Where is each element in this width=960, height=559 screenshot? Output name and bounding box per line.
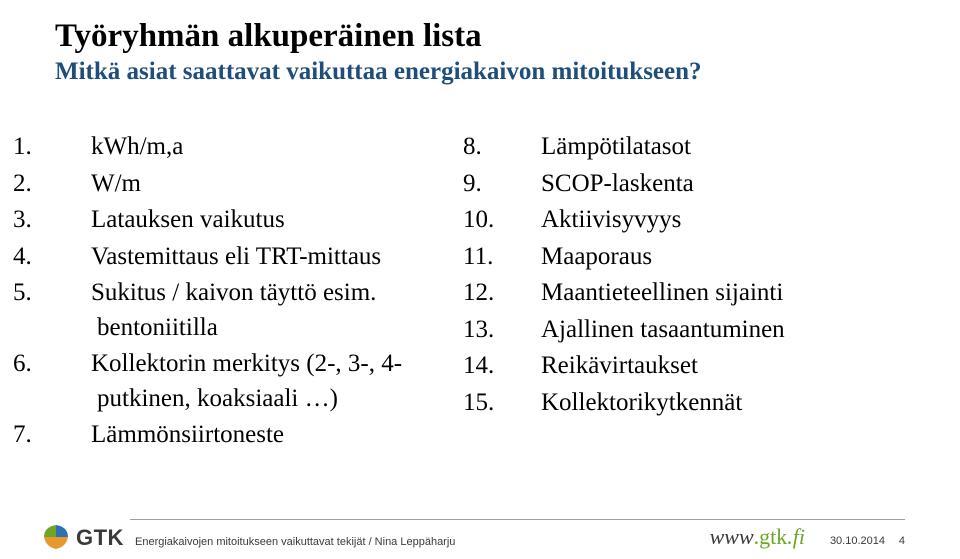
slide-subtitle: Mitkä asiat saattavat vaikuttaa energiak…: [55, 58, 702, 86]
list-text: Sukitus / kaivon täyttö esim. bentoniiti…: [91, 279, 376, 341]
footer-site: www.gtk.fi: [710, 524, 805, 550]
list-item: 1.kWh/m,a: [55, 130, 475, 165]
list-text: Kollektorin merkitys (2-, 3-, 4-putkinen…: [91, 350, 402, 412]
list-item: 2.W/m: [55, 167, 475, 202]
list-num: 6.: [55, 347, 91, 382]
list-num: 9.: [505, 167, 541, 202]
gtk-logo: GTK: [42, 523, 124, 551]
list-item: 3.Latauksen vaikutus: [55, 203, 475, 238]
list-item: 12.Maantieteellinen sijainti: [505, 276, 925, 311]
list-num: 7.: [55, 418, 91, 453]
list-text: Lämpötilatasot: [541, 133, 691, 160]
list-text: Ajallinen tasaantuminen: [541, 316, 785, 343]
list-num: 2.: [55, 167, 91, 202]
right-list: 8.Lämpötilatasot 9.SCOP-laskenta 10.Akti…: [505, 130, 925, 420]
list-text: Reikävirtaukset: [541, 352, 698, 379]
slide-title: Työryhmän alkuperäinen lista: [55, 18, 482, 55]
list-text: Lämmönsiirtoneste: [91, 421, 284, 448]
footer: GTK Energiakaivojen mitoitukseen vaikutt…: [0, 519, 960, 559]
list-item: 6.Kollektorin merkitys (2-, 3-, 4-putkin…: [55, 347, 475, 416]
right-column: 8.Lämpötilatasot 9.SCOP-laskenta 10.Akti…: [505, 130, 925, 422]
list-num: 4.: [55, 240, 91, 275]
list-item: 4.Vastemittaus eli TRT-mittaus: [55, 240, 475, 275]
footer-date: 30.10.2014: [830, 535, 885, 547]
list-text: Latauksen vaikutus: [91, 206, 285, 233]
gtk-logo-text: GTK: [76, 525, 124, 551]
left-list: 1.kWh/m,a 2.W/m 3.Latauksen vaikutus 4.V…: [55, 130, 475, 453]
list-item: 8.Lämpötilatasot: [505, 130, 925, 165]
footer-credit: Energiakaivojen mitoitukseen vaikuttavat…: [135, 536, 455, 548]
list-text: SCOP-laskenta: [541, 170, 694, 197]
list-num: 1.: [55, 130, 91, 165]
list-num: 10.: [505, 203, 541, 238]
gtk-logo-icon: [42, 523, 70, 551]
site-fi: .fi: [787, 524, 805, 549]
list-num: 11.: [505, 240, 541, 275]
left-column: 1.kWh/m,a 2.W/m 3.Latauksen vaikutus 4.V…: [55, 130, 475, 455]
list-item: 10.Aktiivisyvyys: [505, 203, 925, 238]
footer-divider: [130, 519, 905, 520]
list-num: 13.: [505, 313, 541, 348]
list-text: Vastemittaus eli TRT-mittaus: [91, 243, 381, 270]
list-item: 7.Lämmönsiirtoneste: [55, 418, 475, 453]
list-text: W/m: [91, 170, 141, 197]
list-item: 9.SCOP-laskenta: [505, 167, 925, 202]
list-item: 14.Reikävirtaukset: [505, 349, 925, 384]
list-text: Aktiivisyvyys: [541, 206, 681, 233]
footer-page-number: 4: [899, 535, 905, 547]
list-item: 13.Ajallinen tasaantuminen: [505, 313, 925, 348]
list-num: 8.: [505, 130, 541, 165]
list-text: Maaporaus: [541, 243, 652, 270]
site-gtk: .gtk: [754, 524, 788, 549]
site-www: www: [710, 524, 754, 549]
list-num: 14.: [505, 349, 541, 384]
list-text: kWh/m,a: [91, 133, 183, 160]
list-num: 12.: [505, 276, 541, 311]
list-num: 3.: [55, 203, 91, 238]
list-num: 15.: [505, 386, 541, 421]
list-num: 5.: [55, 276, 91, 311]
list-item: 5.Sukitus / kaivon täyttö esim. bentonii…: [55, 276, 475, 345]
list-text: Maantieteellinen sijainti: [541, 279, 783, 306]
list-text: Kollektorikytkennät: [541, 389, 742, 416]
list-item: 11.Maaporaus: [505, 240, 925, 275]
list-item: 15.Kollektorikytkennät: [505, 386, 925, 421]
